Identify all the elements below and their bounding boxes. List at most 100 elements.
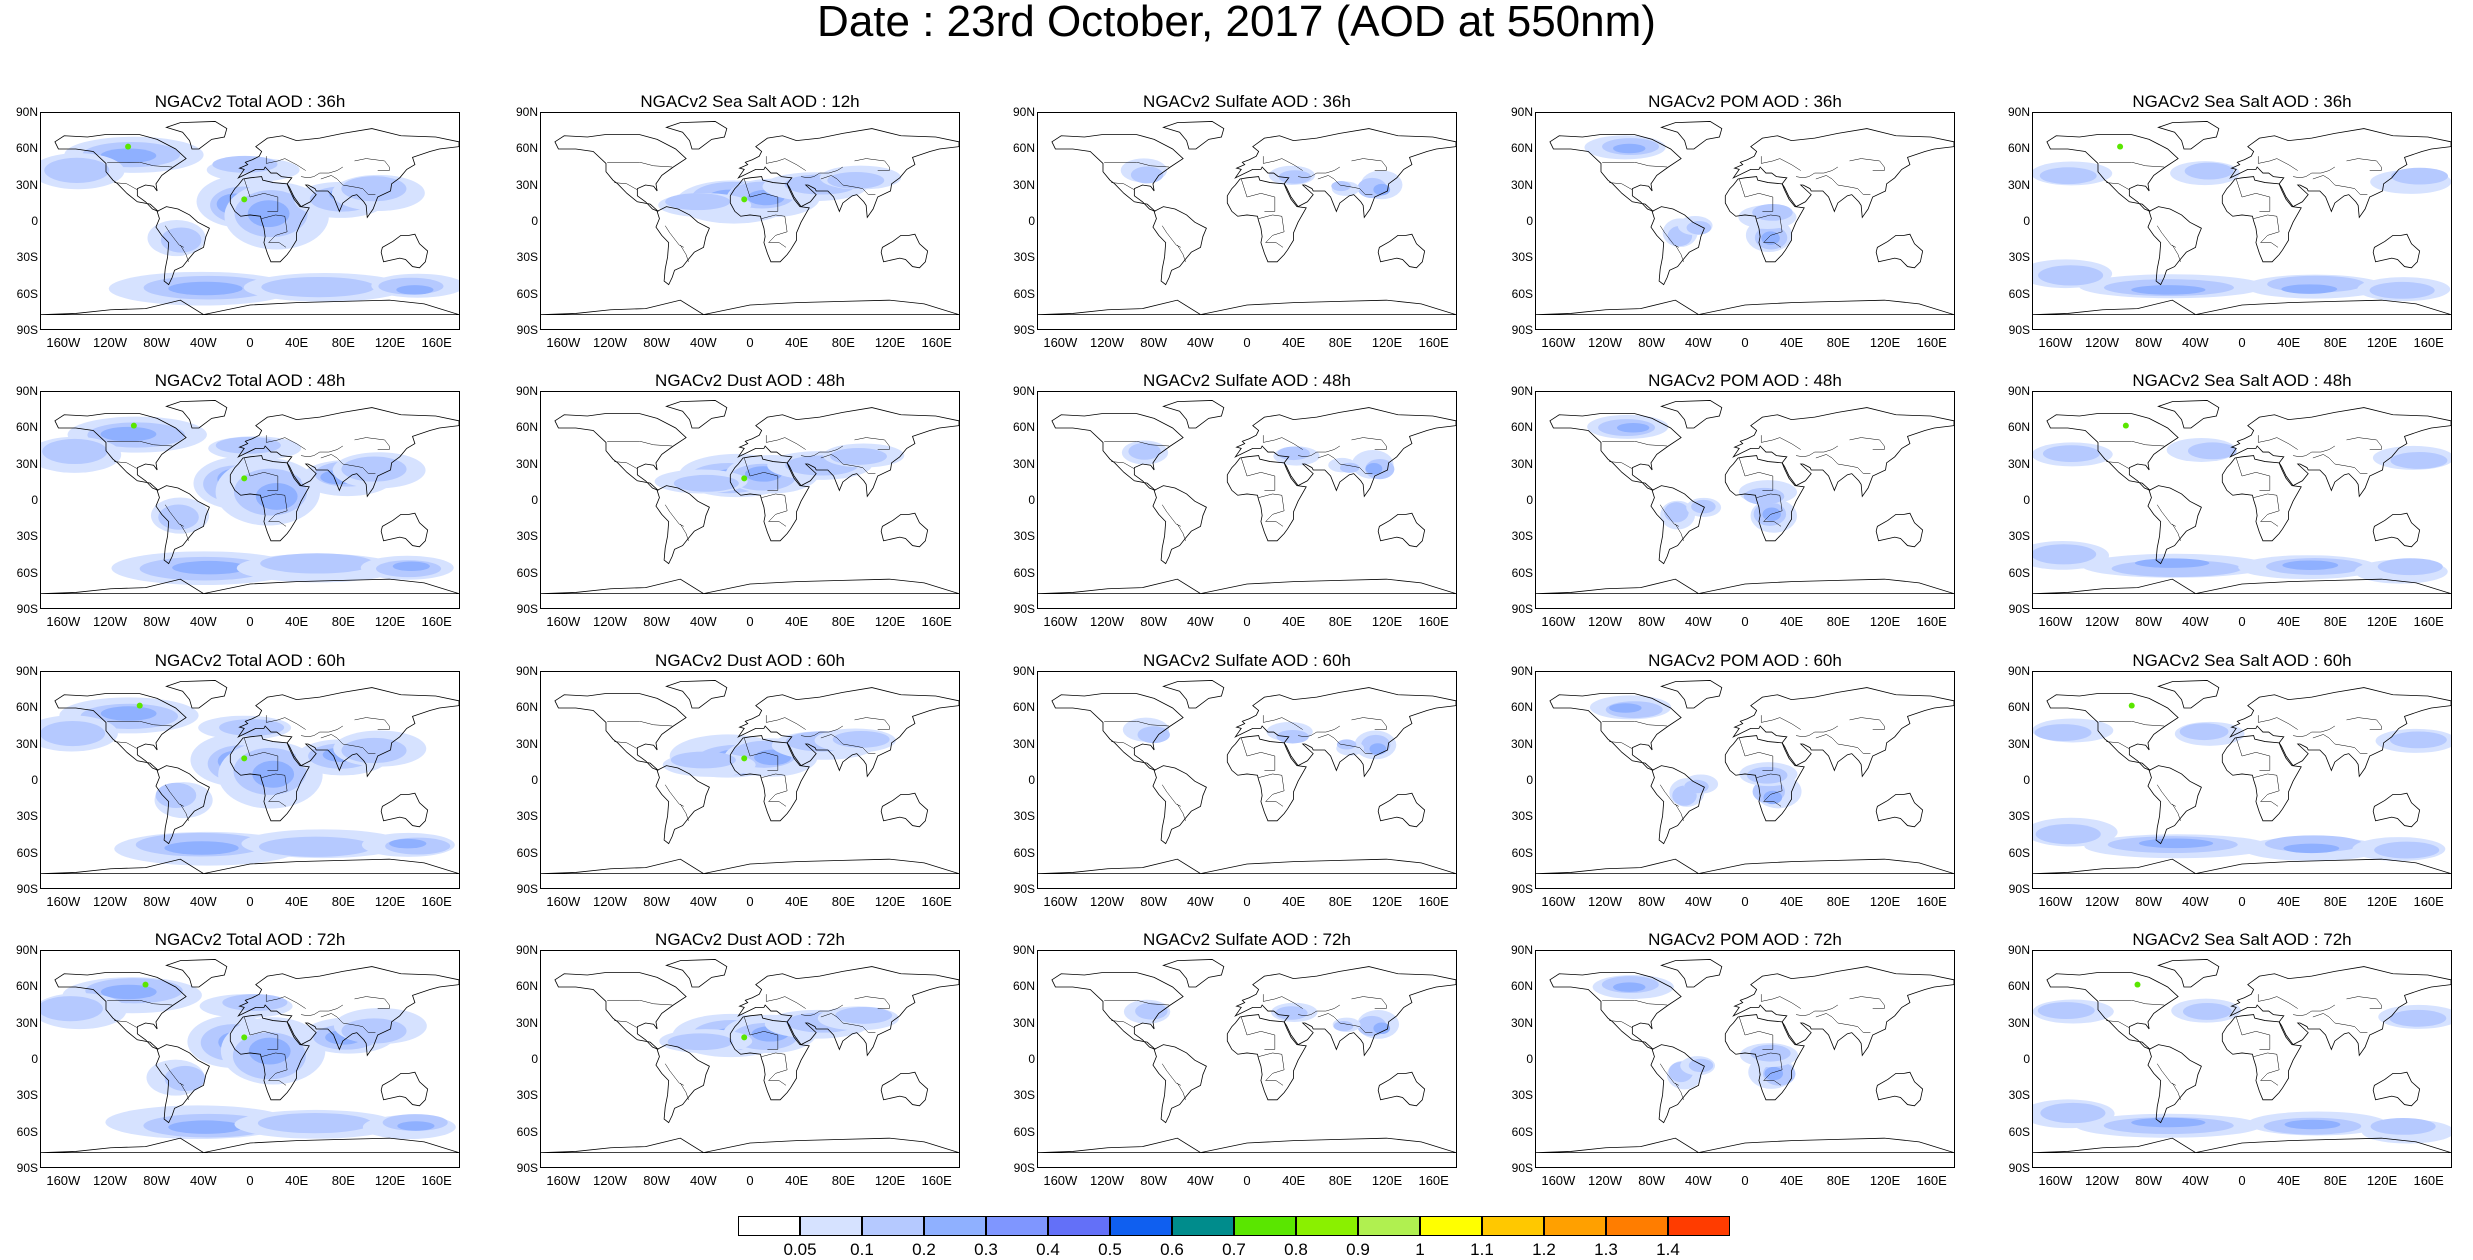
colorbar-swatch <box>1172 1216 1234 1236</box>
aerosol-hotspot <box>241 1034 248 1041</box>
map-panel: NGACv2 Sulfate AOD : 60h 90N 60N 30N 0 30S 60S… <box>997 651 1457 921</box>
aerosol-region <box>248 1037 291 1065</box>
border-line <box>1602 720 1668 727</box>
lat-tick-label: 60S <box>1511 286 1533 301</box>
lon-tick-label: 40E <box>785 614 809 629</box>
lon-tick-label: 40W <box>1186 1173 1214 1188</box>
lon-tick-label: 80W <box>1638 335 1666 350</box>
aerosol-hotspot <box>2134 981 2141 988</box>
coastline <box>1660 680 1723 709</box>
lon-tick-label: 40W <box>689 614 717 629</box>
lon-axis: 160W 120W 80W 40W 0 40E 80E 120E 160E <box>40 332 460 350</box>
lat-tick-label: 0 <box>1526 214 1533 228</box>
border-line <box>680 244 689 262</box>
border-line <box>2106 182 2130 191</box>
lon-tick-label: 80W <box>1638 614 1666 629</box>
world-map <box>2032 671 2452 889</box>
aerosol-region <box>215 436 281 454</box>
border-line <box>265 715 306 730</box>
border-line <box>1258 773 1285 807</box>
panel-title: NGACv2 Sulfate AOD : 36h <box>1143 92 1351 111</box>
world-map <box>40 391 460 609</box>
lon-tick-label: 160E <box>1916 894 1947 909</box>
coastline <box>737 128 959 219</box>
coastline <box>737 687 959 778</box>
lat-tick-label: 90N <box>515 384 538 398</box>
border-line <box>1760 156 1801 171</box>
aerosol-region <box>2179 723 2229 741</box>
lat-tick-label: 0 <box>1526 1052 1533 1066</box>
aerosol-region <box>155 782 197 808</box>
border-line <box>2156 1063 2176 1086</box>
lat-tick-label: 30S <box>1013 529 1035 544</box>
lon-tick-label: 80E <box>1826 335 1850 350</box>
aerosol-region <box>2138 838 2214 849</box>
lon-tick-label: 40W <box>2181 614 2209 629</box>
lat-tick-label: 90S <box>1511 882 1533 896</box>
coastline <box>1162 959 1225 988</box>
aerosol-region <box>827 171 885 189</box>
border-line <box>801 166 843 179</box>
lat-tick-label: 0 <box>2023 214 2030 228</box>
lat-tick-label: 60N <box>2007 420 2030 435</box>
border-line <box>1161 1063 1181 1086</box>
border-line <box>1815 1013 1871 1033</box>
border-line <box>180 1082 189 1100</box>
lon-tick-label: 160E <box>1916 614 1947 629</box>
lat-axis: 90N 60N 30N 0 30S 60S 90S <box>0 665 38 895</box>
aerosol-region <box>1130 166 1164 184</box>
lon-tick-label: 40W <box>1684 1173 1712 1188</box>
aerosol-region <box>1365 463 1383 475</box>
border-line <box>354 996 390 1009</box>
world-map <box>40 671 460 889</box>
lat-tick-label: 60S <box>16 845 38 860</box>
panel-title: NGACv2 POM AOD : 36h <box>1648 92 1842 111</box>
lon-tick-label: 80W <box>143 1173 171 1188</box>
lat-tick-label: 90S <box>516 323 538 337</box>
border-line <box>664 225 684 248</box>
lon-axis: 160W 120W 80W 40W 0 40E 80E 120E 160E <box>1535 1170 1955 1188</box>
lon-tick-label: 120E <box>2366 1173 2398 1188</box>
coastline <box>1875 792 1924 828</box>
aerosol-region <box>42 438 108 465</box>
border-line <box>164 225 184 248</box>
aerosol-region <box>1761 231 1780 245</box>
lon-tick-label: 0 <box>1741 614 1749 629</box>
border-line <box>854 437 890 450</box>
panel-title: NGACv2 POM AOD : 60h <box>1648 651 1842 670</box>
world-map <box>1535 391 1955 609</box>
border-line <box>2312 454 2368 474</box>
aerosol-region <box>1137 726 1170 744</box>
aerosol-region <box>2369 281 2435 299</box>
map-panel: NGACv2 Total AOD : 36h 90N 60N 30N 0 30S 60S 90… <box>0 92 460 362</box>
colorbar: 0.05 0.1 0.2 0.3 0.4 0.5 0.6 0.7 0.8 0.9 1 1.1 1.2 1.… <box>738 1216 1732 1260</box>
lat-tick-label: 0 <box>531 493 538 507</box>
border-line <box>243 178 279 212</box>
lon-tick-label: 120E <box>874 614 906 629</box>
colorbar-label: 0.5 <box>1098 1240 1122 1259</box>
coastline <box>1660 400 1723 429</box>
lon-axis: 160W 120W 80W 40W 0 40E 80E 120E 160E <box>1037 332 1457 350</box>
lat-tick-label: 90N <box>2007 105 2030 119</box>
border-line <box>1262 156 1303 171</box>
border-line <box>680 523 689 541</box>
aerosol-region <box>2390 452 2448 469</box>
panel-title: NGACv2 Sulfate AOD : 60h <box>1143 651 1351 670</box>
lon-tick-label: 120E <box>1371 894 1403 909</box>
lon-tick-label: 160W <box>2038 335 2073 350</box>
lon-tick-label: 80W <box>643 614 671 629</box>
border-line <box>743 737 779 771</box>
border-line <box>1161 504 1181 527</box>
colorbar-swatch <box>924 1216 986 1236</box>
lat-tick-label: 90S <box>2008 602 2030 616</box>
border-line <box>820 454 876 474</box>
lon-axis: 160W 120W 80W 40W 0 40E 80E 120E 160E <box>540 1170 960 1188</box>
aerosol-region <box>1664 502 1689 523</box>
lon-tick-label: 80E <box>831 1173 855 1188</box>
lat-tick-label: 60N <box>1012 420 1035 435</box>
aerosol-region <box>665 193 731 211</box>
coastline <box>165 400 228 429</box>
aerosol-region <box>160 227 202 253</box>
lat-tick-label: 60S <box>1013 1124 1035 1139</box>
lat-tick-label: 30S <box>1013 809 1035 824</box>
